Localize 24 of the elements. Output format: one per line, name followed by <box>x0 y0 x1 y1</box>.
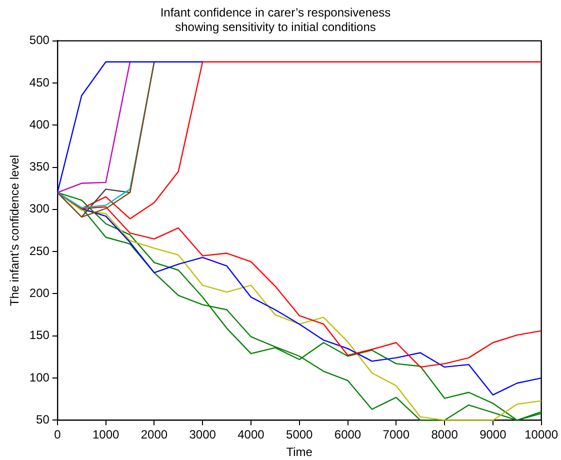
x-tick-label: 0 <box>54 428 62 442</box>
x-tick-label: 1000 <box>92 428 120 442</box>
y-tick-label: 50 <box>36 412 50 427</box>
y-tick-label: 100 <box>29 370 50 384</box>
x-tick-label: 9000 <box>480 428 507 442</box>
y-tick-label: 250 <box>29 244 50 258</box>
y-axis-title: The infant’s confidence level <box>8 154 22 306</box>
y-tick-label: 350 <box>29 160 50 174</box>
x-tick-label: 8000 <box>431 428 458 442</box>
y-tick-label: 500 <box>29 33 50 48</box>
y-tick-label: 300 <box>29 202 50 216</box>
x-axis-title: Time <box>286 445 313 460</box>
y-tick-label: 150 <box>29 328 50 342</box>
y-tick-label: 400 <box>29 117 50 132</box>
y-tick-label: 450 <box>29 75 50 90</box>
x-tick-label: 3000 <box>189 428 216 442</box>
x-tick-label: 2000 <box>140 428 168 442</box>
x-tick-label: 6000 <box>334 428 362 442</box>
x-tick-label: 5000 <box>286 428 314 442</box>
x-tick-label: 4000 <box>238 428 265 442</box>
x-tick-label: 7000 <box>382 428 410 442</box>
x-tick-label: 10000 <box>524 428 558 442</box>
chart-title: Infant confidence in carer’s responsiveness showing sensitivity to initial conditions <box>160 6 391 34</box>
y-tick-label: 200 <box>29 286 50 300</box>
